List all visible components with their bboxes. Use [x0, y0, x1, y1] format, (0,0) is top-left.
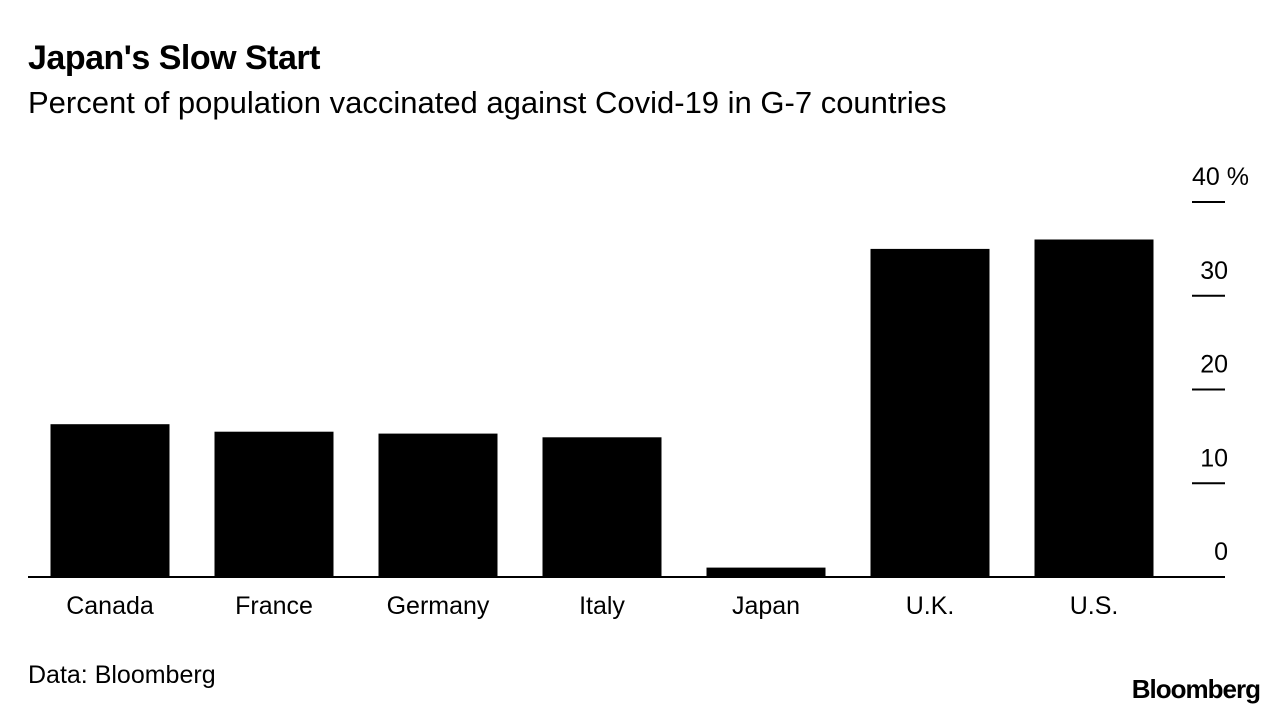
bar-italy	[542, 437, 662, 577]
source-note: Data: Bloomberg	[28, 661, 216, 689]
x-tick-label: Canada	[66, 592, 154, 620]
chart-subtitle: Percent of population vaccinated against…	[28, 85, 947, 120]
x-axis-labels: Canada France Germany Italy Japan U.K. U.S.	[66, 592, 1118, 620]
x-tick-label: Germany	[387, 592, 490, 620]
bar-germany	[378, 433, 498, 577]
y-tick-label: 0	[1214, 538, 1228, 566]
bar-canada	[50, 424, 170, 577]
bars-group	[50, 239, 1154, 577]
y-axis-ticks: 0 10 20 30 40 %	[1192, 163, 1249, 566]
bar-u-k	[870, 248, 990, 577]
chart-title: Japan's Slow Start	[28, 39, 320, 77]
x-tick-label: France	[235, 592, 313, 620]
y-tick-label: 40 %	[1192, 163, 1249, 191]
y-tick-label: 10	[1200, 444, 1228, 472]
x-tick-label: Italy	[579, 592, 625, 620]
bloomberg-logo: Bloomberg	[1131, 674, 1261, 704]
x-tick-label: U.K.	[906, 592, 955, 620]
y-tick-label: 30	[1200, 257, 1228, 285]
bar-france	[214, 431, 334, 577]
x-tick-label: Japan	[732, 592, 800, 620]
bar-u-s	[1034, 239, 1154, 577]
bar-japan	[706, 567, 826, 577]
x-tick-label: U.S.	[1070, 592, 1119, 620]
y-tick-label: 20	[1200, 351, 1228, 379]
